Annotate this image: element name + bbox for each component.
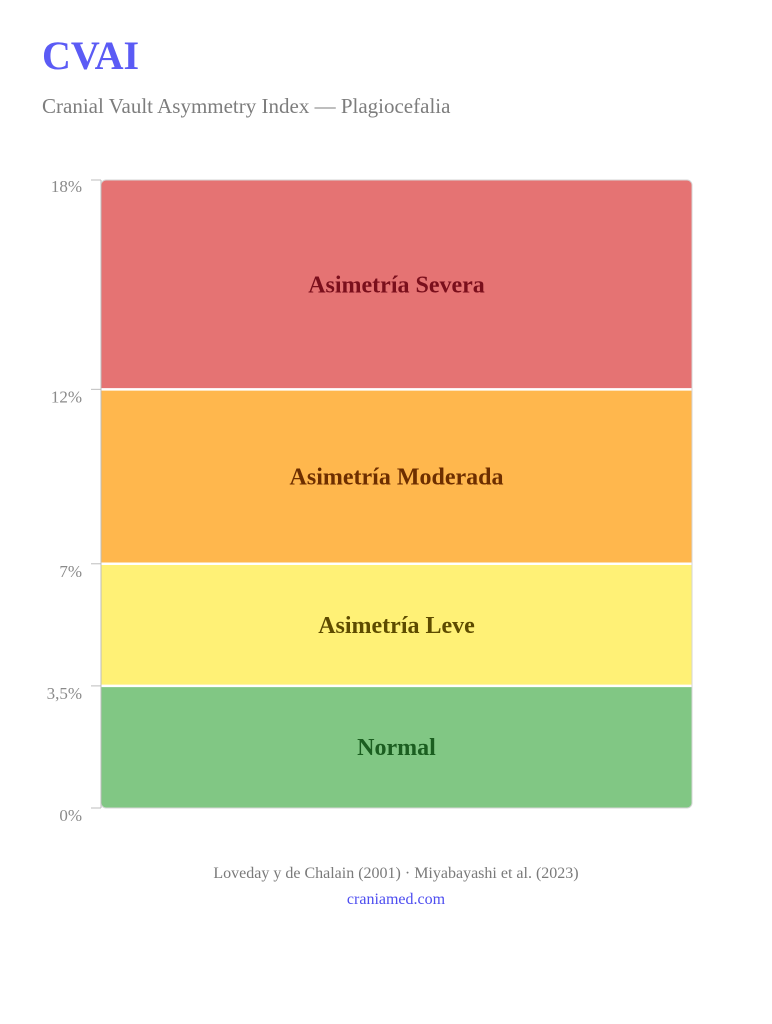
chart-subtitle: Cranial Vault Asymmetry Index — Plagioce…: [42, 94, 451, 118]
band-label-asimetria-leve: Asimetría Leve: [318, 613, 475, 639]
y-axis: 0% 3,5% 7% 12% 18%: [47, 177, 693, 825]
source-citation: Loveday y de Chalain (2001) · Miyabayash…: [213, 865, 579, 882]
band-asimetria-severa: [101, 180, 692, 390]
cvai-severity-chart: Normal Asimetría Leve Asimetría Moderada As…: [47, 177, 693, 825]
band-label-asimetria-severa: Asimetría Severa: [308, 273, 485, 299]
band-label-asimetria-moderada: Asimetría Moderada: [290, 465, 504, 491]
y-tick-label: 18%: [51, 177, 82, 196]
website-link[interactable]: craniamed.com: [346, 891, 446, 908]
y-tick-label: 0%: [59, 806, 82, 825]
chart-title: CVAI: [42, 33, 140, 78]
bands-layer: Normal Asimetría Leve Asimetría Moderada As…: [101, 180, 692, 808]
band-normal: [101, 685, 692, 808]
y-tick-label: 12%: [51, 387, 82, 406]
y-tick-label: 3,5%: [47, 684, 82, 703]
y-tick-label: 7%: [59, 562, 82, 581]
band-asimetria-leve: [101, 563, 692, 686]
band-label-normal: Normal: [357, 735, 436, 761]
band-asimetria-moderada: [101, 389, 692, 564]
